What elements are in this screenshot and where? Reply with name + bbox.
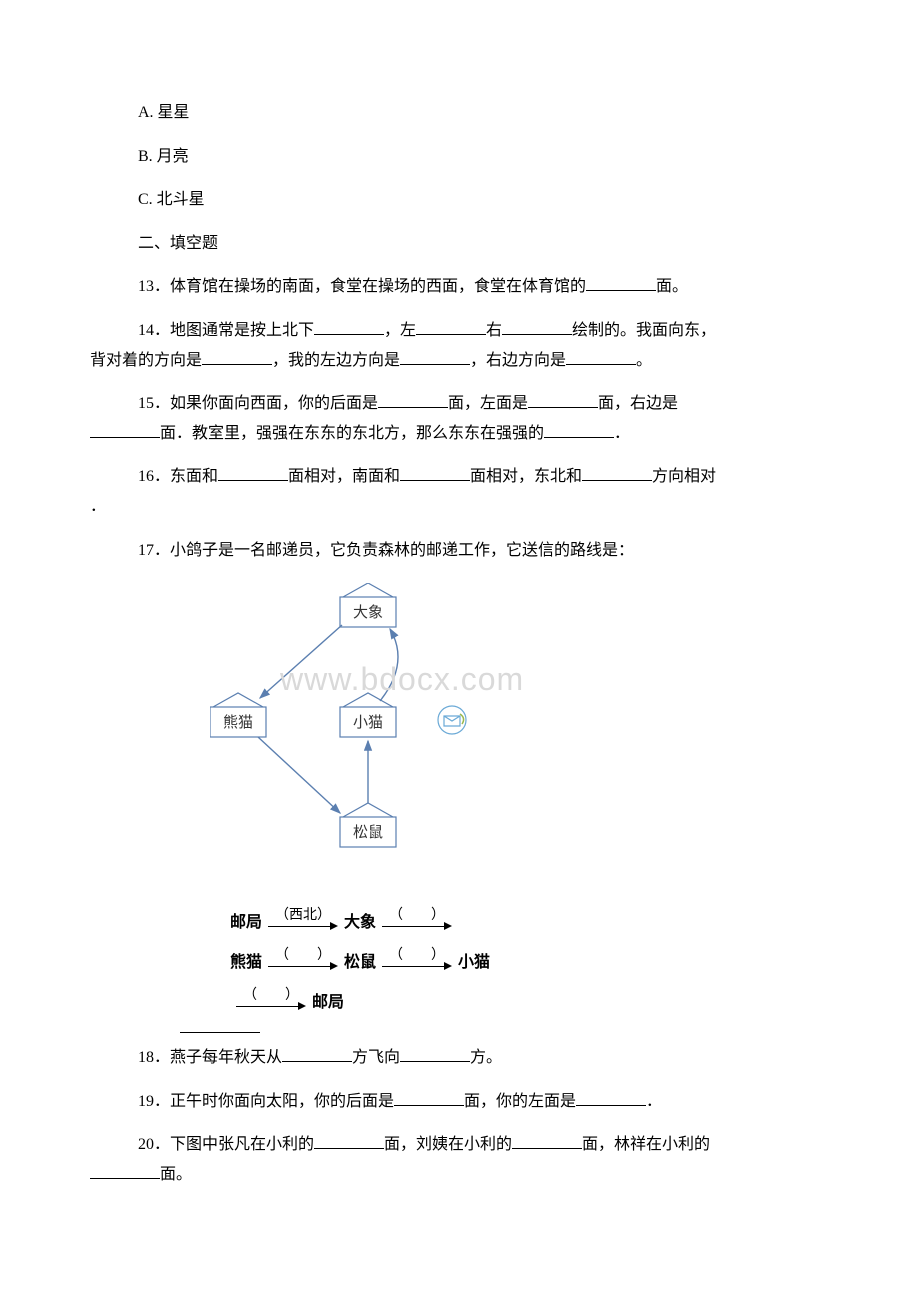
question-14: 14．地图通常是按上北下 ，左 右 绘制的。我面向东，: [90, 318, 830, 344]
blank: [400, 1046, 470, 1062]
route-end: 邮局: [312, 988, 344, 1012]
stray-underline: [180, 1032, 260, 1033]
blank: [400, 465, 470, 481]
blank: [314, 319, 384, 335]
question-14-cont: 背对着的方向是 ，我的左边方向是 ，右边方向是 。: [90, 348, 830, 374]
q15-p5: ．: [614, 425, 630, 442]
arrow-2: （ ）: [382, 909, 452, 931]
question-15: 15．如果你面向西面，你的后面是 面，左面是 面，右边是: [90, 391, 830, 417]
blank: [416, 319, 486, 335]
question-17: 17．小鸽子是一名邮递员，它负责森林的邮递工作，它送信的路线是：: [90, 538, 830, 564]
q14-p4: 绘制的。我面向东，: [572, 322, 716, 339]
q14-p7: ，右边方向是: [470, 352, 566, 369]
route-cat: 小猫: [458, 948, 490, 972]
blank: [586, 275, 656, 291]
q14-p3: 右: [486, 322, 502, 339]
route-line-1: 邮局 （西北） 大象 （ ）: [230, 908, 830, 932]
section-2-heading: 二、填空题: [90, 231, 830, 257]
blank: [566, 349, 636, 365]
arrow-4: （ ）: [382, 949, 452, 971]
delivery-diagram: www.bdocx.com 大象 熊猫 小猫 松鼠: [210, 583, 830, 878]
q16-p2: 面相对，南面和: [288, 468, 400, 485]
option-a: A. 星星: [90, 100, 830, 126]
question-13: 13．体育馆在操场的南面，食堂在操场的西面，食堂在体育馆的 面。: [90, 274, 830, 300]
node-squirrel-label: 松鼠: [353, 824, 383, 841]
blank: [378, 392, 448, 408]
q15-p3: 面，右边是: [598, 395, 678, 412]
q15-p1: 15．如果你面向西面，你的后面是: [138, 395, 378, 412]
q14-p2: ，左: [384, 322, 416, 339]
blank: [582, 465, 652, 481]
node-panda-label: 熊猫: [223, 714, 253, 731]
q20-p1: 20．下图中张凡在小利的: [138, 1136, 314, 1153]
blank: [218, 465, 288, 481]
blank: [394, 1090, 464, 1106]
q18-p1: 18．燕子每年秋天从: [138, 1049, 282, 1066]
option-b: B. 月亮: [90, 144, 830, 170]
route-block: 邮局 （西北） 大象 （ ） 熊猫 （ ） 松鼠 （ ） 小猫 （ ） 邮局: [230, 908, 830, 1012]
q16-p4: 方向相对: [652, 468, 716, 485]
blank: [576, 1090, 646, 1106]
q20-p4: 面。: [160, 1166, 192, 1183]
q14-p5: 背对着的方向是: [90, 352, 202, 369]
q18-p2: 方飞向: [352, 1049, 400, 1066]
question-19: 19．正午时你面向太阳，你的后面是 面，你的左面是 ．: [90, 1089, 830, 1115]
question-20: 20．下图中张凡在小利的 面，刘姨在小利的 面，林祥在小利的: [90, 1132, 830, 1158]
route-panda: 熊猫: [230, 948, 262, 972]
route-elephant: 大象: [344, 908, 376, 932]
blank: [90, 1163, 160, 1179]
q20-p3: 面，林祥在小利的: [582, 1136, 710, 1153]
blank: [528, 392, 598, 408]
q16-p1: 16．东面和: [138, 468, 218, 485]
route-line-2: 熊猫 （ ） 松鼠 （ ） 小猫: [230, 948, 830, 972]
route-line-3: （ ） 邮局: [230, 988, 830, 1012]
post-office-icon: [438, 706, 466, 734]
blank: [282, 1046, 352, 1062]
node-cat-label: 小猫: [353, 714, 383, 731]
q19-p3: ．: [646, 1093, 662, 1110]
blank: [400, 349, 470, 365]
question-16-cont: ．: [90, 494, 830, 520]
blank: [544, 422, 614, 438]
q14-p8: 。: [636, 352, 652, 369]
q15-p4: 面．教室里，强强在东东的东北方，那么东东在强强的: [160, 425, 544, 442]
question-15-cont: 面．教室里，强强在东东的东北方，那么东东在强强的 ．: [90, 421, 830, 447]
arrow-5: （ ）: [236, 989, 306, 1011]
option-c: C. 北斗星: [90, 187, 830, 213]
blank: [90, 422, 160, 438]
route-squirrel: 松鼠: [344, 948, 376, 972]
q19-p1: 19．正午时你面向太阳，你的后面是: [138, 1093, 394, 1110]
q16-p3: 面相对，东北和: [470, 468, 582, 485]
blank: [202, 349, 272, 365]
q13-pre: 13．体育馆在操场的南面，食堂在操场的西面，食堂在体育馆的: [138, 278, 586, 295]
arrow-3: （ ）: [268, 949, 338, 971]
blank: [512, 1133, 582, 1149]
question-20-cont: 面。: [90, 1162, 830, 1188]
blank: [314, 1133, 384, 1149]
q18-p3: 方。: [470, 1049, 502, 1066]
q13-post: 面。: [656, 278, 688, 295]
blank: [502, 319, 572, 335]
route-start: 邮局: [230, 908, 262, 932]
question-16: 16．东面和 面相对，南面和 面相对，东北和 方向相对: [90, 464, 830, 490]
q19-p2: 面，你的左面是: [464, 1093, 576, 1110]
q15-p2: 面，左面是: [448, 395, 528, 412]
diagram-svg: 大象 熊猫 小猫 松鼠: [210, 583, 570, 873]
question-18: 18．燕子每年秋天从 方飞向 方。: [90, 1045, 830, 1071]
arrow-1: （西北）: [268, 909, 338, 931]
q16-p5: ．: [90, 498, 106, 515]
q14-p6: ，我的左边方向是: [272, 352, 400, 369]
q20-p2: 面，刘姨在小利的: [384, 1136, 512, 1153]
node-elephant-label: 大象: [353, 604, 383, 621]
q14-p1: 14．地图通常是按上北下: [138, 322, 314, 339]
